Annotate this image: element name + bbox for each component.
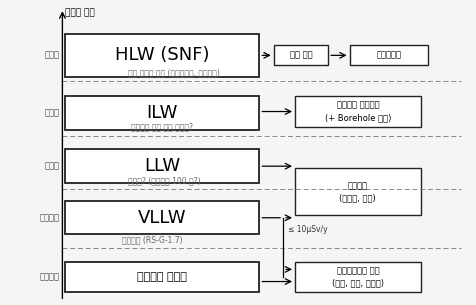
Text: 천층처분
(트렌치, 볼트): 천층처분 (트렌치, 볼트): [339, 181, 376, 203]
Text: 해제준위 (RS-G-1.7): 해제준위 (RS-G-1.7): [122, 235, 183, 244]
Bar: [65, 149, 259, 183]
Bar: [295, 262, 421, 292]
Text: 중간 저장: 중간 저장: [289, 51, 312, 60]
Text: 중간깊이 동굴처문
(+ Borehole 처분): 중간깊이 동굴처문 (+ Borehole 처분): [325, 101, 391, 122]
Text: 인도규정 처분 농도 제한치?: 인도규정 처분 농도 제한치?: [131, 123, 193, 132]
Bar: [274, 45, 328, 65]
Text: ≤ 10μSv/y: ≤ 10μSv/y: [288, 225, 327, 234]
Text: 규제해제 폐기물: 규제해제 폐기물: [137, 272, 187, 282]
Bar: [295, 168, 421, 216]
Text: 극저준위: 극저준위: [40, 213, 60, 222]
Text: VLLW: VLLW: [138, 209, 186, 227]
Text: 저준위: 저준위: [45, 162, 60, 171]
Bar: [65, 262, 259, 292]
Text: HLW (SNF): HLW (SNF): [115, 46, 209, 64]
Text: 방사능 준위: 방사능 준위: [65, 8, 95, 17]
Text: 자체처분: 자체처분: [40, 272, 60, 282]
Bar: [65, 96, 259, 130]
Text: LLW: LLW: [144, 157, 180, 175]
Bar: [349, 45, 428, 65]
Text: 고준위: 고준위: [45, 51, 60, 60]
Bar: [65, 34, 259, 77]
Text: 일반폐기물로 관리
(매립, 소각, 재활용): 일반폐기물로 관리 (매립, 소각, 재활용): [332, 266, 384, 288]
Text: 기존 제한치 유지 (방사능농도, 열발생률): 기존 제한치 유지 (방사능농도, 열발생률): [128, 68, 220, 77]
Text: ILW: ILW: [147, 104, 178, 122]
Bar: [65, 201, 259, 235]
Text: 제한치? (해제준위 100 배?): 제한치? (해제준위 100 배?): [128, 176, 201, 185]
Text: 심지층처분: 심지층처분: [376, 51, 401, 60]
Text: 중준위: 중준위: [45, 109, 60, 117]
Bar: [295, 96, 421, 127]
